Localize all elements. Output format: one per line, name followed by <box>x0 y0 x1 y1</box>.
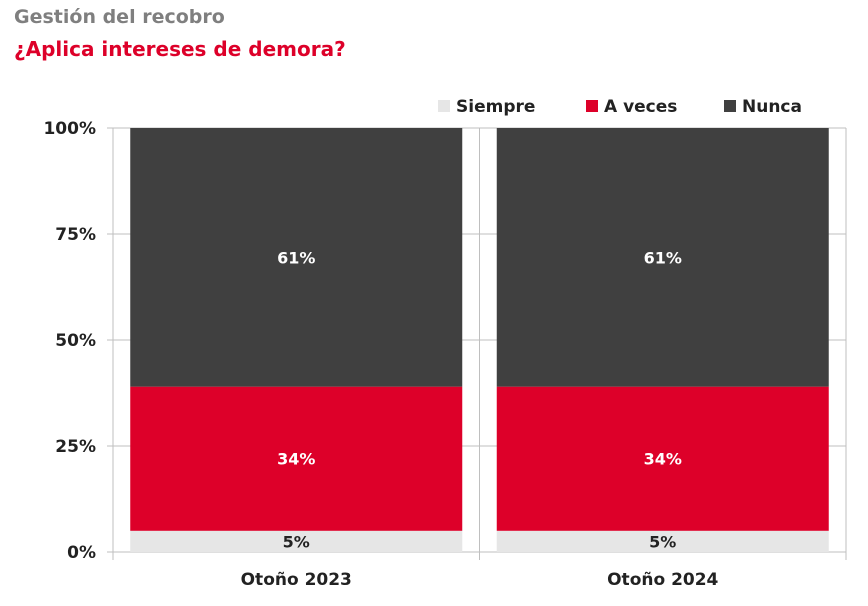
bar-segment <box>496 128 829 387</box>
legend-label: A veces <box>604 97 677 117</box>
legend-swatch <box>586 100 598 112</box>
legend-swatch <box>438 100 450 112</box>
legend-label: Siempre <box>456 97 535 117</box>
bar-segment <box>130 128 463 387</box>
data-label: 5% <box>283 532 310 551</box>
y-tick-label: 25% <box>55 437 96 457</box>
bar-segment <box>496 530 829 552</box>
data-label: 61% <box>644 248 682 267</box>
chart-subtitle: ¿Aplica intereses de demora? <box>14 37 346 61</box>
y-tick-label: 100% <box>43 119 96 139</box>
legend-label: Nunca <box>742 97 802 117</box>
data-label: 61% <box>277 248 315 267</box>
y-tick-label: 50% <box>55 331 96 351</box>
chart-title: Gestión del recobro <box>14 6 225 28</box>
legend-swatch <box>724 100 736 112</box>
bar-segment <box>130 386 463 531</box>
x-tick-label: Otoño 2024 <box>607 570 718 590</box>
data-label: 34% <box>644 450 682 469</box>
data-label: 5% <box>649 532 676 551</box>
bar-segment <box>130 530 463 552</box>
data-label: 34% <box>277 450 315 469</box>
x-tick-label: Otoño 2023 <box>241 570 352 590</box>
y-tick-label: 0% <box>67 543 96 563</box>
bar-segment <box>496 386 829 531</box>
y-tick-label: 75% <box>55 225 96 245</box>
